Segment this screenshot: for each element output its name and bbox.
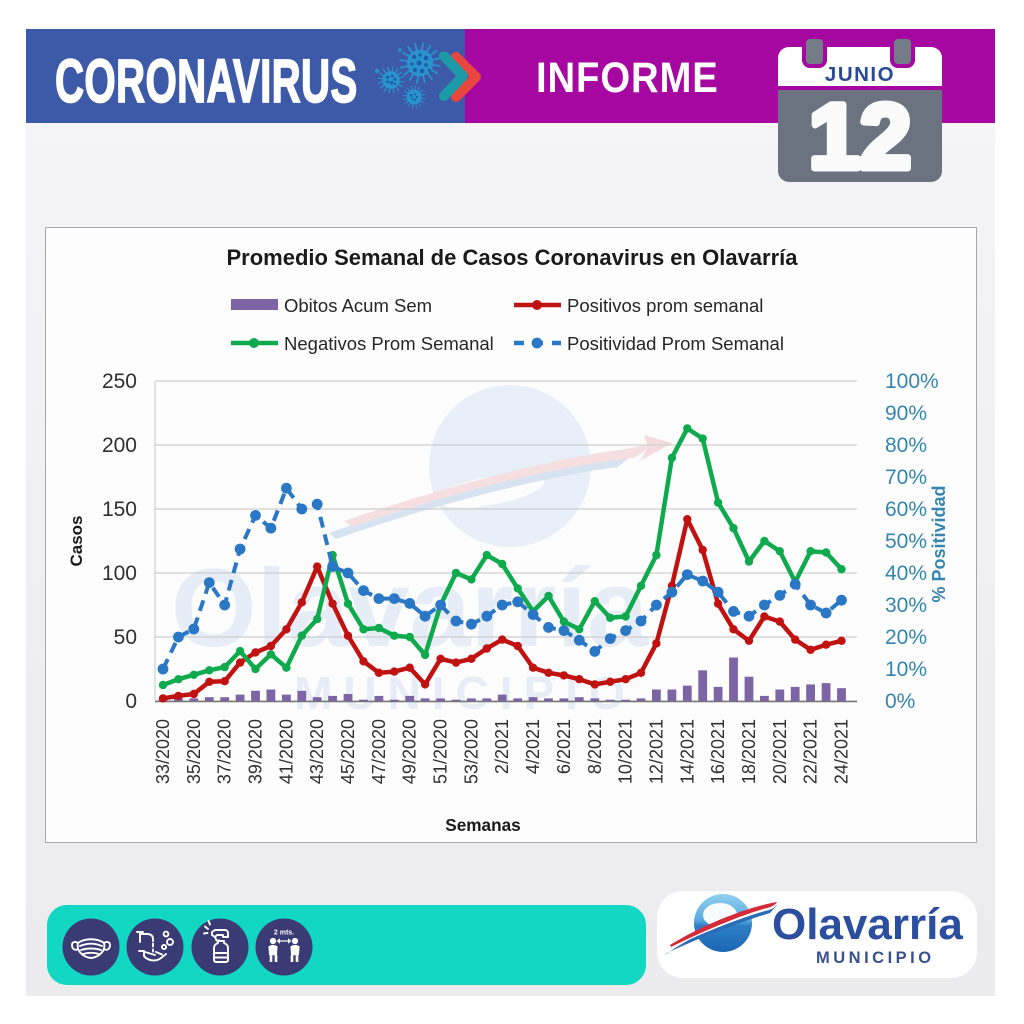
svg-text:12: 12	[809, 90, 911, 182]
svg-text:90%: 90%	[885, 402, 927, 425]
svg-text:150: 150	[102, 498, 137, 521]
svg-text:70%: 70%	[885, 466, 927, 489]
svg-text:Negativos Prom Semanal: Negativos Prom Semanal	[284, 333, 494, 354]
svg-text:18/2021: 18/2021	[739, 719, 759, 784]
svg-text:0: 0	[125, 690, 137, 713]
svg-text:Semanas: Semanas	[445, 815, 520, 835]
svg-text:33/2020: 33/2020	[153, 719, 173, 784]
svg-text:41/2020: 41/2020	[276, 719, 296, 784]
svg-text:Casos: Casos	[67, 515, 86, 566]
svg-text:20%: 20%	[885, 626, 927, 649]
svg-text:% Positividad: % Positividad	[929, 485, 949, 602]
svg-text:60%: 60%	[885, 498, 927, 521]
svg-text:MUNICIPIO: MUNICIPIO	[294, 667, 636, 719]
svg-text:51/2020: 51/2020	[431, 719, 451, 784]
svg-text:MUNICIPIO: MUNICIPIO	[816, 949, 935, 967]
svg-text:6/2021: 6/2021	[554, 719, 574, 774]
svg-text:2/2021: 2/2021	[492, 719, 512, 774]
svg-text:14/2021: 14/2021	[677, 719, 697, 784]
svg-text:30%: 30%	[885, 594, 927, 617]
svg-text:50: 50	[114, 626, 137, 649]
svg-text:20/2021: 20/2021	[770, 719, 790, 784]
svg-text:47/2020: 47/2020	[369, 719, 389, 784]
svg-text:10%: 10%	[885, 658, 927, 681]
svg-text:37/2020: 37/2020	[215, 719, 235, 784]
svg-text:53/2020: 53/2020	[461, 719, 481, 784]
svg-text:250: 250	[102, 370, 137, 393]
svg-text:100: 100	[102, 562, 137, 585]
svg-text:Promedio Semanal de Casos Coro: Promedio Semanal de Casos Coronavirus en…	[227, 245, 799, 270]
svg-text:24/2021: 24/2021	[832, 719, 852, 784]
svg-text:4/2021: 4/2021	[523, 719, 543, 774]
svg-text:2 mts.: 2 mts.	[274, 930, 294, 937]
svg-text:Olavarría: Olavarría	[772, 900, 963, 949]
svg-text:Obitos Acum Sem: Obitos Acum Sem	[284, 295, 432, 316]
svg-text:50%: 50%	[885, 530, 927, 553]
svg-text:80%: 80%	[885, 434, 927, 457]
svg-text:40%: 40%	[885, 562, 927, 585]
svg-text:22/2021: 22/2021	[801, 719, 821, 784]
svg-text:Positivos prom semanal: Positivos prom semanal	[567, 295, 763, 316]
svg-text:10/2021: 10/2021	[616, 719, 636, 784]
svg-text:0%: 0%	[885, 690, 915, 713]
svg-text:45/2020: 45/2020	[338, 719, 358, 784]
svg-text:35/2020: 35/2020	[184, 719, 204, 784]
svg-text:Positividad Prom Semanal: Positividad Prom Semanal	[567, 333, 784, 354]
svg-text:12/2021: 12/2021	[646, 719, 666, 784]
svg-text:8/2021: 8/2021	[585, 719, 605, 774]
svg-text:49/2020: 49/2020	[400, 719, 420, 784]
svg-text:43/2020: 43/2020	[307, 719, 327, 784]
svg-text:100%: 100%	[885, 370, 939, 393]
svg-text:16/2021: 16/2021	[708, 719, 728, 784]
svg-text:200: 200	[102, 434, 137, 457]
svg-text:39/2020: 39/2020	[246, 719, 266, 784]
